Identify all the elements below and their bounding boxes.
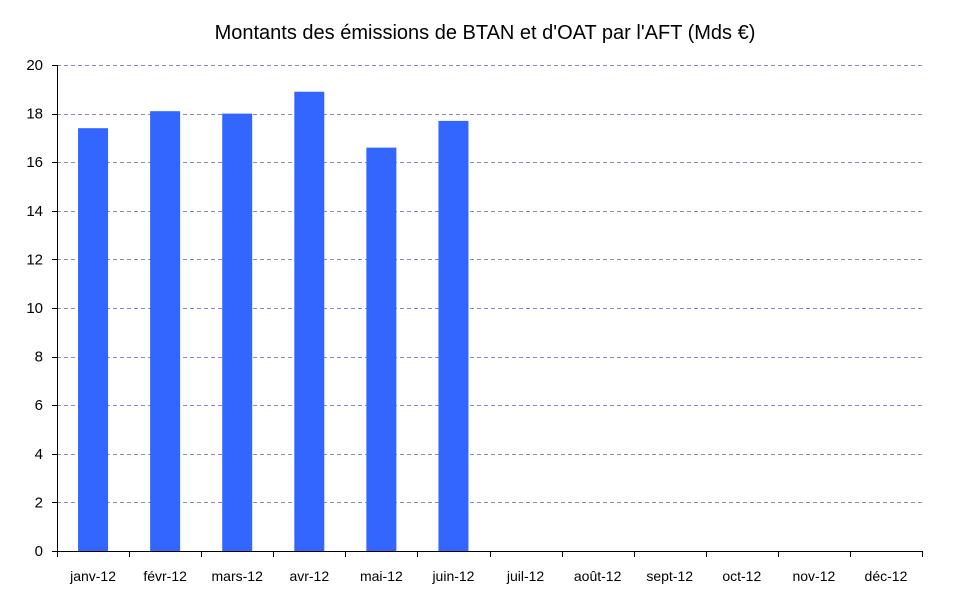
bar-févr-12: [150, 111, 181, 552]
x-tick-label: mars-12: [212, 568, 264, 584]
x-tick-label: sept-12: [646, 568, 693, 584]
bar-mai-12: [366, 147, 397, 551]
bar-janv-12: [78, 128, 109, 551]
y-tick-label: 16: [26, 154, 43, 171]
chart-title: Montants des émissions de BTAN et d'OAT …: [214, 22, 756, 44]
y-tick-label: 4: [35, 446, 43, 463]
x-tick-labels: janv-12 févr-12 mars-12 avr-12 mai-12 juin-12…: [69, 568, 907, 584]
x-tick-label: juil-12: [506, 568, 545, 584]
grid-lines: [57, 65, 922, 503]
y-tick-label: 18: [26, 106, 43, 123]
bar-mars-12: [222, 113, 253, 551]
x-tick-label: mai-12: [360, 568, 403, 584]
y-tick-label: 14: [26, 203, 43, 220]
axes: [52, 65, 923, 557]
bar-avr-12: [294, 91, 325, 551]
x-tick-label: nov-12: [792, 568, 835, 584]
x-tick-label: févr-12: [143, 568, 187, 584]
y-tick-label: 2: [35, 494, 43, 511]
x-tick-label: août-12: [574, 568, 622, 584]
bars: [78, 91, 469, 552]
y-tick-label: 10: [26, 300, 43, 317]
x-tick-label: juin-12: [431, 568, 474, 584]
x-tick-label: avr-12: [289, 568, 329, 584]
x-tick-label: déc-12: [865, 568, 908, 584]
y-tick-label: 0: [35, 543, 43, 560]
y-tick-label: 6: [35, 397, 43, 414]
bar-juin-12: [438, 120, 469, 551]
y-tick-label: 8: [35, 349, 43, 366]
x-tick-label: oct-12: [722, 568, 761, 584]
y-tick-label: 12: [26, 251, 43, 268]
x-tick-label: janv-12: [69, 568, 116, 584]
y-tick-label: 20: [26, 57, 43, 74]
y-tick-labels: 0 2 4 6 8 10 12 14 16 18 20: [26, 57, 43, 560]
